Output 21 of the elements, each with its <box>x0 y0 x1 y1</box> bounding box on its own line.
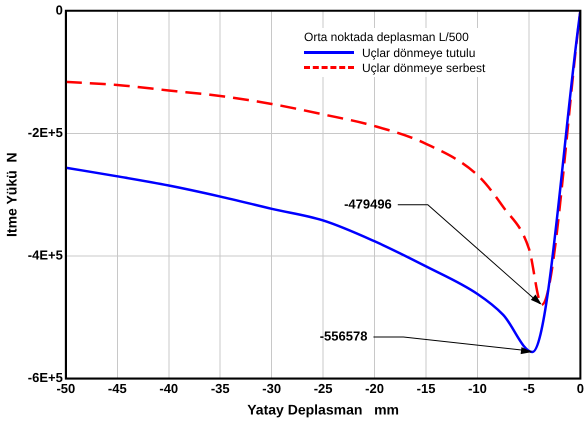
x-axis-title: Yatay Deplasman mm <box>247 401 399 418</box>
y-tick-label: -2E+5 <box>28 124 63 140</box>
annotation: -556578 <box>320 328 368 344</box>
legend-label: Uçlar dönmeye tutulu <box>362 46 476 60</box>
legend-label: Uçlar dönmeye serbest <box>362 60 486 74</box>
y-tick-label: 0 <box>56 2 63 18</box>
x-tick-label: 0 <box>576 380 584 396</box>
x-tick-label: -10 <box>468 380 487 396</box>
annotation: -479496 <box>344 196 392 212</box>
x-tick-label: -45 <box>108 380 127 396</box>
x-tick-label: -35 <box>210 380 230 396</box>
x-tick-label: -40 <box>159 380 178 396</box>
legend-title: Orta noktada deplasman L/500 <box>304 30 470 44</box>
y-tick-label: -6E+5 <box>28 370 63 386</box>
x-tick-label: -15 <box>416 380 436 396</box>
y-tick-label: -4E+5 <box>28 248 63 263</box>
x-tick-label: -30 <box>262 380 282 396</box>
x-tick-label: -25 <box>314 380 333 396</box>
x-tick-label: -20 <box>365 380 384 396</box>
y-axis-title: Itme Yükü N <box>3 152 20 237</box>
x-tick-label: -5 <box>523 380 535 396</box>
